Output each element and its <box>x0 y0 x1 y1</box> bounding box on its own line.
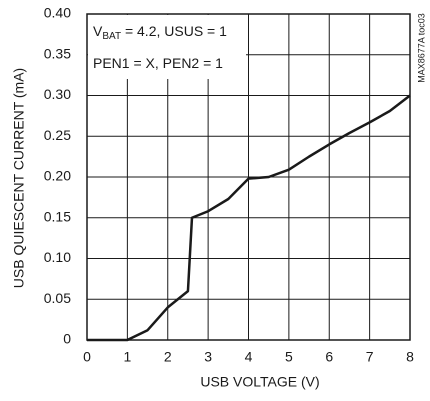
annotation-background <box>88 15 246 79</box>
annotation-part: PEN1 = X, PEN2 = 1 <box>93 55 223 71</box>
x-tick-label: 3 <box>204 349 212 365</box>
y-tick-label: 0.10 <box>44 249 71 265</box>
x-axis-label: USB VOLTAGE (V) <box>200 374 319 390</box>
x-tick-label: 1 <box>123 349 131 365</box>
annotation: VBAT = 4.2, USUS = 1 <box>93 23 227 42</box>
x-tick-label: 2 <box>164 349 172 365</box>
annotation-part: V <box>93 23 103 39</box>
y-tick-label: 0.20 <box>44 168 71 184</box>
y-tick-label: 0.35 <box>44 45 71 61</box>
plot-frame <box>86 13 411 341</box>
x-tick-label: 4 <box>245 349 253 365</box>
data-line <box>87 94 411 342</box>
annotation-part: BAT <box>102 31 121 42</box>
annotation: PEN1 = X, PEN2 = 1 <box>93 55 223 71</box>
y-tick-label: 0.15 <box>44 208 71 224</box>
y-tick-label: 0.05 <box>44 290 71 306</box>
x-tick-label: 6 <box>325 349 333 365</box>
y-tick-label: 0.40 <box>44 5 71 21</box>
x-tick-label: 7 <box>366 349 374 365</box>
x-tick-label: 5 <box>285 349 293 365</box>
y-tick-label: 0.25 <box>44 127 71 143</box>
x-tick-label: 8 <box>406 349 414 365</box>
y-tick-label: 0.30 <box>44 86 71 102</box>
y-tick-label: 0 <box>63 331 71 347</box>
annotation-part: = 4.2, USUS = 1 <box>121 23 227 39</box>
x-tick-label: 0 <box>83 349 91 365</box>
y-axis-label: USB QUIESCENT CURRENT (mA) <box>11 68 27 288</box>
side-note: MAX8677A toc03 <box>416 13 426 83</box>
